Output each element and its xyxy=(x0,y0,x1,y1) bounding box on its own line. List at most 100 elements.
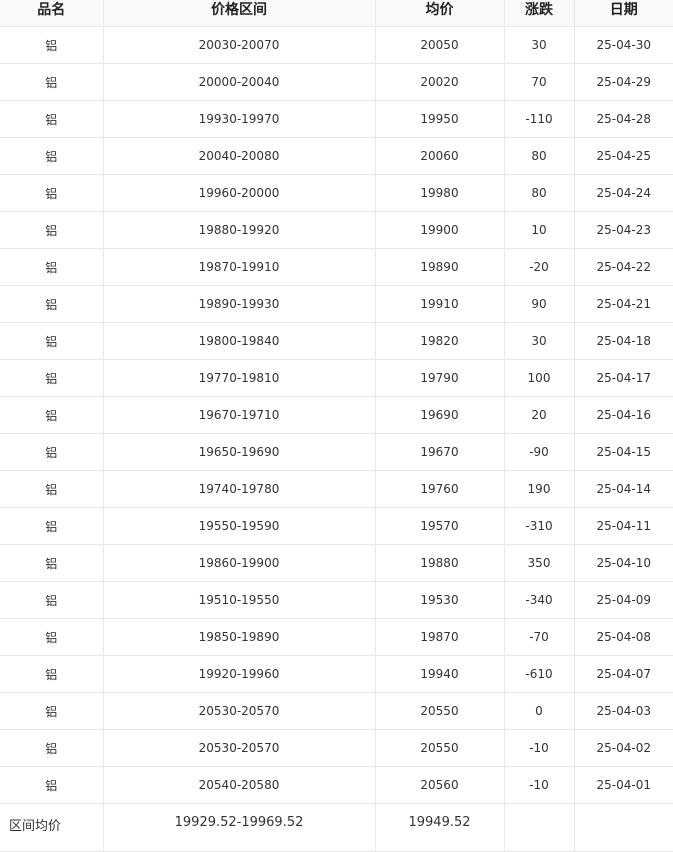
table-row: 铝 19870-19910 19890 -20 25-04-22 xyxy=(0,248,673,286)
cell-change: -10 xyxy=(503,729,575,767)
cell-product: 铝 xyxy=(0,692,104,730)
cell-price-range: 20530-20570 xyxy=(102,729,376,767)
cell-product: 铝 xyxy=(0,211,104,249)
table-row: 铝 19890-19930 19910 90 25-04-21 xyxy=(0,285,673,323)
cell-date: 25-04-07 xyxy=(573,655,673,693)
table-row: 铝 19850-19890 19870 -70 25-04-08 xyxy=(0,618,673,656)
cell-change: -110 xyxy=(503,100,575,138)
cell-price-range: 19930-19970 xyxy=(102,100,376,138)
cell-avg-price: 19670 xyxy=(374,433,505,471)
cell-product: 铝 xyxy=(0,248,104,286)
summary-empty xyxy=(503,803,575,852)
cell-price-range: 19960-20000 xyxy=(102,174,376,212)
cell-price-range: 19880-19920 xyxy=(102,211,376,249)
cell-change: -610 xyxy=(503,655,575,693)
table-row: 铝 19930-19970 19950 -110 25-04-28 xyxy=(0,100,673,138)
table-row: 铝 19960-20000 19980 80 25-04-24 xyxy=(0,174,673,212)
cell-product: 铝 xyxy=(0,285,104,323)
cell-price-range: 19670-19710 xyxy=(102,396,376,434)
table-row: 铝 19650-19690 19670 -90 25-04-15 xyxy=(0,433,673,471)
cell-price-range: 20030-20070 xyxy=(102,26,376,64)
cell-avg-price: 19690 xyxy=(374,396,505,434)
table-row: 铝 20030-20070 20050 30 25-04-30 xyxy=(0,26,673,64)
cell-product: 铝 xyxy=(0,618,104,656)
cell-price-range: 19920-19960 xyxy=(102,655,376,693)
cell-product: 铝 xyxy=(0,655,104,693)
cell-date: 25-04-02 xyxy=(573,729,673,767)
cell-avg-price: 20050 xyxy=(374,26,505,64)
cell-product: 铝 xyxy=(0,322,104,360)
cell-change: -20 xyxy=(503,248,575,286)
table-row: 铝 20540-20580 20560 -10 25-04-01 xyxy=(0,766,673,804)
cell-avg-price: 19900 xyxy=(374,211,505,249)
header-date: 日期 xyxy=(573,0,673,27)
cell-price-range: 19740-19780 xyxy=(102,470,376,508)
cell-date: 25-04-29 xyxy=(573,63,673,101)
cell-avg-price: 19980 xyxy=(374,174,505,212)
cell-avg-price: 19820 xyxy=(374,322,505,360)
cell-product: 铝 xyxy=(0,507,104,545)
cell-date: 25-04-17 xyxy=(573,359,673,397)
cell-date: 25-04-16 xyxy=(573,396,673,434)
cell-price-range: 20000-20040 xyxy=(102,63,376,101)
cell-avg-price: 19790 xyxy=(374,359,505,397)
table-row: 铝 19880-19920 19900 10 25-04-23 xyxy=(0,211,673,249)
cell-date: 25-04-23 xyxy=(573,211,673,249)
cell-avg-price: 19530 xyxy=(374,581,505,619)
cell-date: 25-04-11 xyxy=(573,507,673,545)
cell-price-range: 20040-20080 xyxy=(102,137,376,175)
cell-avg-price: 19880 xyxy=(374,544,505,582)
cell-product: 铝 xyxy=(0,470,104,508)
cell-price-range: 19800-19840 xyxy=(102,322,376,360)
table-row: 铝 19550-19590 19570 -310 25-04-11 xyxy=(0,507,673,545)
table-row: 铝 19770-19810 19790 100 25-04-17 xyxy=(0,359,673,397)
header-avg-price: 均价 xyxy=(374,0,505,27)
header-row: 品名 价格区间 均价 涨跌 日期 xyxy=(0,0,673,27)
cell-date: 25-04-15 xyxy=(573,433,673,471)
cell-product: 铝 xyxy=(0,433,104,471)
cell-date: 25-04-01 xyxy=(573,766,673,804)
cell-price-range: 19510-19550 xyxy=(102,581,376,619)
cell-change: 70 xyxy=(503,63,575,101)
cell-date: 25-04-09 xyxy=(573,581,673,619)
cell-date: 25-04-08 xyxy=(573,618,673,656)
cell-price-range: 19650-19690 xyxy=(102,433,376,471)
cell-change: 80 xyxy=(503,137,575,175)
cell-change: 100 xyxy=(503,359,575,397)
table-row: 铝 19510-19550 19530 -340 25-04-09 xyxy=(0,581,673,619)
cell-avg-price: 19950 xyxy=(374,100,505,138)
cell-date: 25-04-21 xyxy=(573,285,673,323)
summary-row: 区间均价 19929.52-19969.52 19949.52 xyxy=(0,803,673,852)
header-change: 涨跌 xyxy=(503,0,575,27)
cell-avg-price: 20020 xyxy=(374,63,505,101)
table-row: 铝 19800-19840 19820 30 25-04-18 xyxy=(0,322,673,360)
cell-avg-price: 19870 xyxy=(374,618,505,656)
cell-product: 铝 xyxy=(0,174,104,212)
cell-product: 铝 xyxy=(0,396,104,434)
cell-date: 25-04-03 xyxy=(573,692,673,730)
cell-change: 20 xyxy=(503,396,575,434)
cell-date: 25-04-22 xyxy=(573,248,673,286)
cell-change: 0 xyxy=(503,692,575,730)
cell-change: 10 xyxy=(503,211,575,249)
cell-date: 25-04-10 xyxy=(573,544,673,582)
cell-change: 90 xyxy=(503,285,575,323)
header-price-range: 价格区间 xyxy=(102,0,376,27)
cell-change: 30 xyxy=(503,26,575,64)
cell-change: -70 xyxy=(503,618,575,656)
summary-label: 区间均价 xyxy=(0,803,104,852)
cell-avg-price: 20060 xyxy=(374,137,505,175)
cell-avg-price: 19570 xyxy=(374,507,505,545)
cell-price-range: 19770-19810 xyxy=(102,359,376,397)
cell-change: -340 xyxy=(503,581,575,619)
table-row: 铝 20000-20040 20020 70 25-04-29 xyxy=(0,63,673,101)
cell-price-range: 19870-19910 xyxy=(102,248,376,286)
cell-product: 铝 xyxy=(0,100,104,138)
cell-price-range: 20530-20570 xyxy=(102,692,376,730)
cell-avg-price: 19910 xyxy=(374,285,505,323)
cell-change: 350 xyxy=(503,544,575,582)
cell-product: 铝 xyxy=(0,63,104,101)
cell-change: -310 xyxy=(503,507,575,545)
cell-date: 25-04-30 xyxy=(573,26,673,64)
cell-date: 25-04-18 xyxy=(573,322,673,360)
